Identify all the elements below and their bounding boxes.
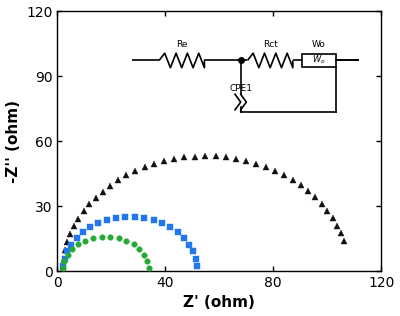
X-axis label: Z' (ohm): Z' (ohm): [183, 295, 255, 310]
Y-axis label: -Z'' (ohm): -Z'' (ohm): [6, 100, 20, 183]
